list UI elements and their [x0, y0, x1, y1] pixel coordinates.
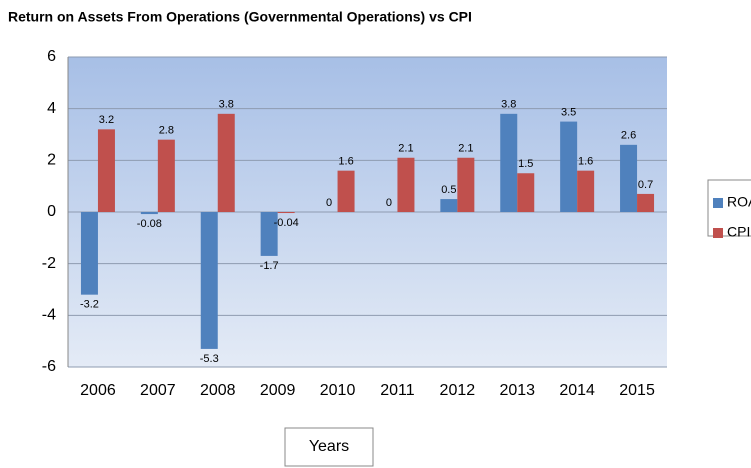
value-label: 3.8 — [219, 99, 234, 111]
x-tick-label: 2006 — [80, 382, 116, 399]
value-label: -5.3 — [200, 353, 219, 365]
y-tick-label: -4 — [42, 307, 56, 324]
value-label: 1.6 — [578, 156, 593, 168]
x-tick-label: 2008 — [200, 382, 236, 399]
bar — [440, 199, 458, 212]
value-label: 1.6 — [338, 156, 353, 168]
y-tick-label: 6 — [47, 48, 56, 65]
bar — [200, 212, 218, 349]
value-label: -0.04 — [274, 217, 299, 229]
bar — [157, 139, 175, 212]
value-label: 0.7 — [638, 179, 653, 191]
value-label: 3.5 — [561, 106, 576, 118]
value-label: 2.1 — [458, 143, 473, 155]
y-tick-label: 2 — [47, 152, 56, 169]
y-tick-label: 4 — [47, 100, 56, 117]
bar — [80, 212, 98, 295]
bar — [577, 170, 595, 212]
y-tick-label: -2 — [42, 255, 56, 272]
value-label: 0 — [386, 197, 392, 209]
bar — [517, 173, 535, 212]
y-tick-label: 0 — [47, 203, 56, 220]
x-tick-label: 2014 — [559, 382, 595, 399]
x-tick-label: 2013 — [499, 382, 535, 399]
legend-label: CPI — [727, 224, 750, 240]
bar — [277, 212, 295, 214]
legend-label: ROA — [727, 194, 751, 210]
bar — [457, 157, 475, 212]
bar — [97, 129, 115, 212]
value-label: 2.8 — [159, 125, 174, 137]
x-tick-label: 2007 — [140, 382, 176, 399]
value-label: 2.1 — [398, 143, 413, 155]
value-label: 0.5 — [441, 184, 456, 196]
bar — [637, 193, 655, 212]
value-label: -1.7 — [260, 260, 279, 272]
bar — [140, 212, 158, 215]
bar — [397, 157, 415, 212]
value-label: 0 — [326, 197, 332, 209]
value-label: 3.8 — [501, 99, 516, 111]
x-tick-label: 2009 — [260, 382, 296, 399]
value-label: 3.2 — [99, 114, 114, 126]
value-label: -3.2 — [80, 299, 99, 311]
bar — [500, 113, 518, 212]
bar — [260, 212, 278, 256]
legend-swatch — [713, 198, 723, 208]
x-tick-label: 2015 — [619, 382, 655, 399]
x-axis-label: Years — [309, 438, 349, 455]
x-tick-label: 2012 — [440, 382, 476, 399]
x-tick-label: 2011 — [380, 382, 415, 399]
y-tick-label: -6 — [42, 358, 56, 375]
x-tick-label: 2010 — [320, 382, 356, 399]
x-label-box — [284, 427, 374, 467]
value-label: 2.6 — [621, 130, 636, 142]
value-label: 1.5 — [518, 158, 533, 170]
value-label: -0.08 — [137, 218, 162, 230]
bar — [217, 113, 235, 212]
chart-title: Return on Assets From Operations (Govern… — [8, 9, 472, 25]
bar — [337, 170, 355, 212]
legend-swatch — [713, 228, 723, 238]
bar — [620, 144, 638, 212]
bar — [560, 121, 578, 212]
